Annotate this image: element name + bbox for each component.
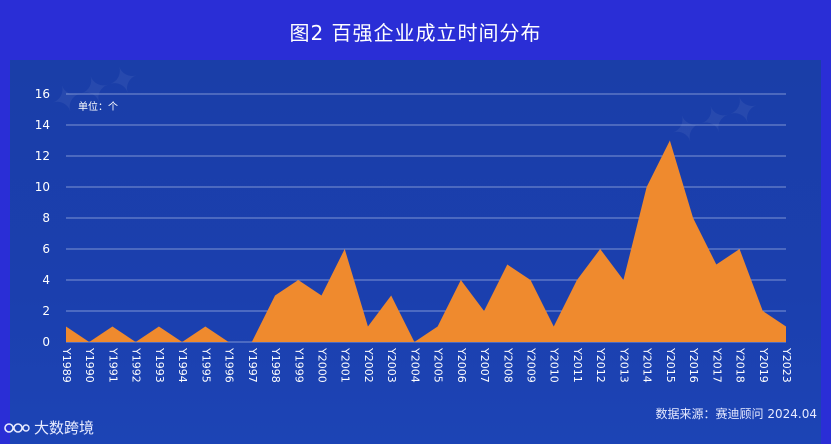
x-tick-label: Y1992 [130,347,143,383]
area-series [65,140,787,343]
x-tick-label: Y2006 [455,347,468,383]
chart-title: 图2 百强企业成立时间分布 [289,20,542,45]
x-tick-label: Y1998 [269,347,282,383]
area-fill [66,140,786,342]
x-tick-label: Y1991 [106,347,119,383]
x-tick-label: Y1995 [199,347,212,383]
x-axis-ticks: Y1989 Y1990 Y1991 Y1992 Y1993 Y1994 Y1995 Y1996… [60,347,793,383]
x-tick-label: Y2012 [594,347,607,383]
x-tick-label: Y2000 [315,347,328,383]
x-tick-label: Y2008 [501,347,514,383]
y-tick-label: 14 [35,118,50,132]
x-tick-label: Y2011 [571,347,584,383]
x-tick-label: Y2002 [362,347,375,383]
x-tick-label: Y1997 [246,347,259,383]
data-source: 数据来源：赛迪顾问 2024.04 [655,407,817,421]
x-tick-label: Y1989 [60,347,73,383]
y-tick-label: 2 [42,304,50,318]
x-tick-label: Y1996 [223,347,236,383]
y-axis-ticks: 0 2 4 6 8 10 12 14 16 [35,87,50,349]
brand-icon [4,422,30,433]
x-tick-label: Y2015 [664,347,677,383]
x-tick-label: Y2017 [710,347,723,383]
brand-logo: 大数跨境 [4,417,94,438]
x-tick-label: Y2010 [548,347,561,383]
y-tick-label: 0 [42,335,50,349]
x-tick-label: Y2023 [780,347,793,383]
x-tick-label: Y2009 [525,347,538,383]
y-tick-label: 8 [42,211,50,225]
y-tick-label: 12 [35,149,50,163]
unit-label: 单位：个 [78,100,118,113]
x-tick-label: Y2003 [385,347,398,383]
x-tick-label: Y2001 [339,347,352,383]
x-tick-label: Y1993 [153,347,166,383]
x-tick-label: Y2018 [734,347,747,383]
y-tick-label: 6 [42,242,50,256]
brand-name: 大数跨境 [34,419,95,437]
y-tick-label: 16 [35,87,50,101]
y-tick-label: 4 [42,273,50,287]
x-tick-label: Y1999 [292,347,305,383]
x-tick-label: Y2014 [641,347,654,383]
y-tick-label: 10 [35,180,50,194]
x-tick-label: Y1990 [83,347,96,383]
x-tick-label: Y2013 [617,347,630,383]
x-tick-label: Y1994 [176,347,189,383]
x-tick-label: Y2007 [478,347,491,383]
x-tick-label: Y2005 [432,347,445,383]
x-tick-label: Y2004 [408,347,421,383]
x-tick-label: Y2016 [687,347,700,383]
page-title: 图2 百强企业成立时间分布 [0,0,831,62]
x-tick-label: Y2019 [757,347,770,383]
